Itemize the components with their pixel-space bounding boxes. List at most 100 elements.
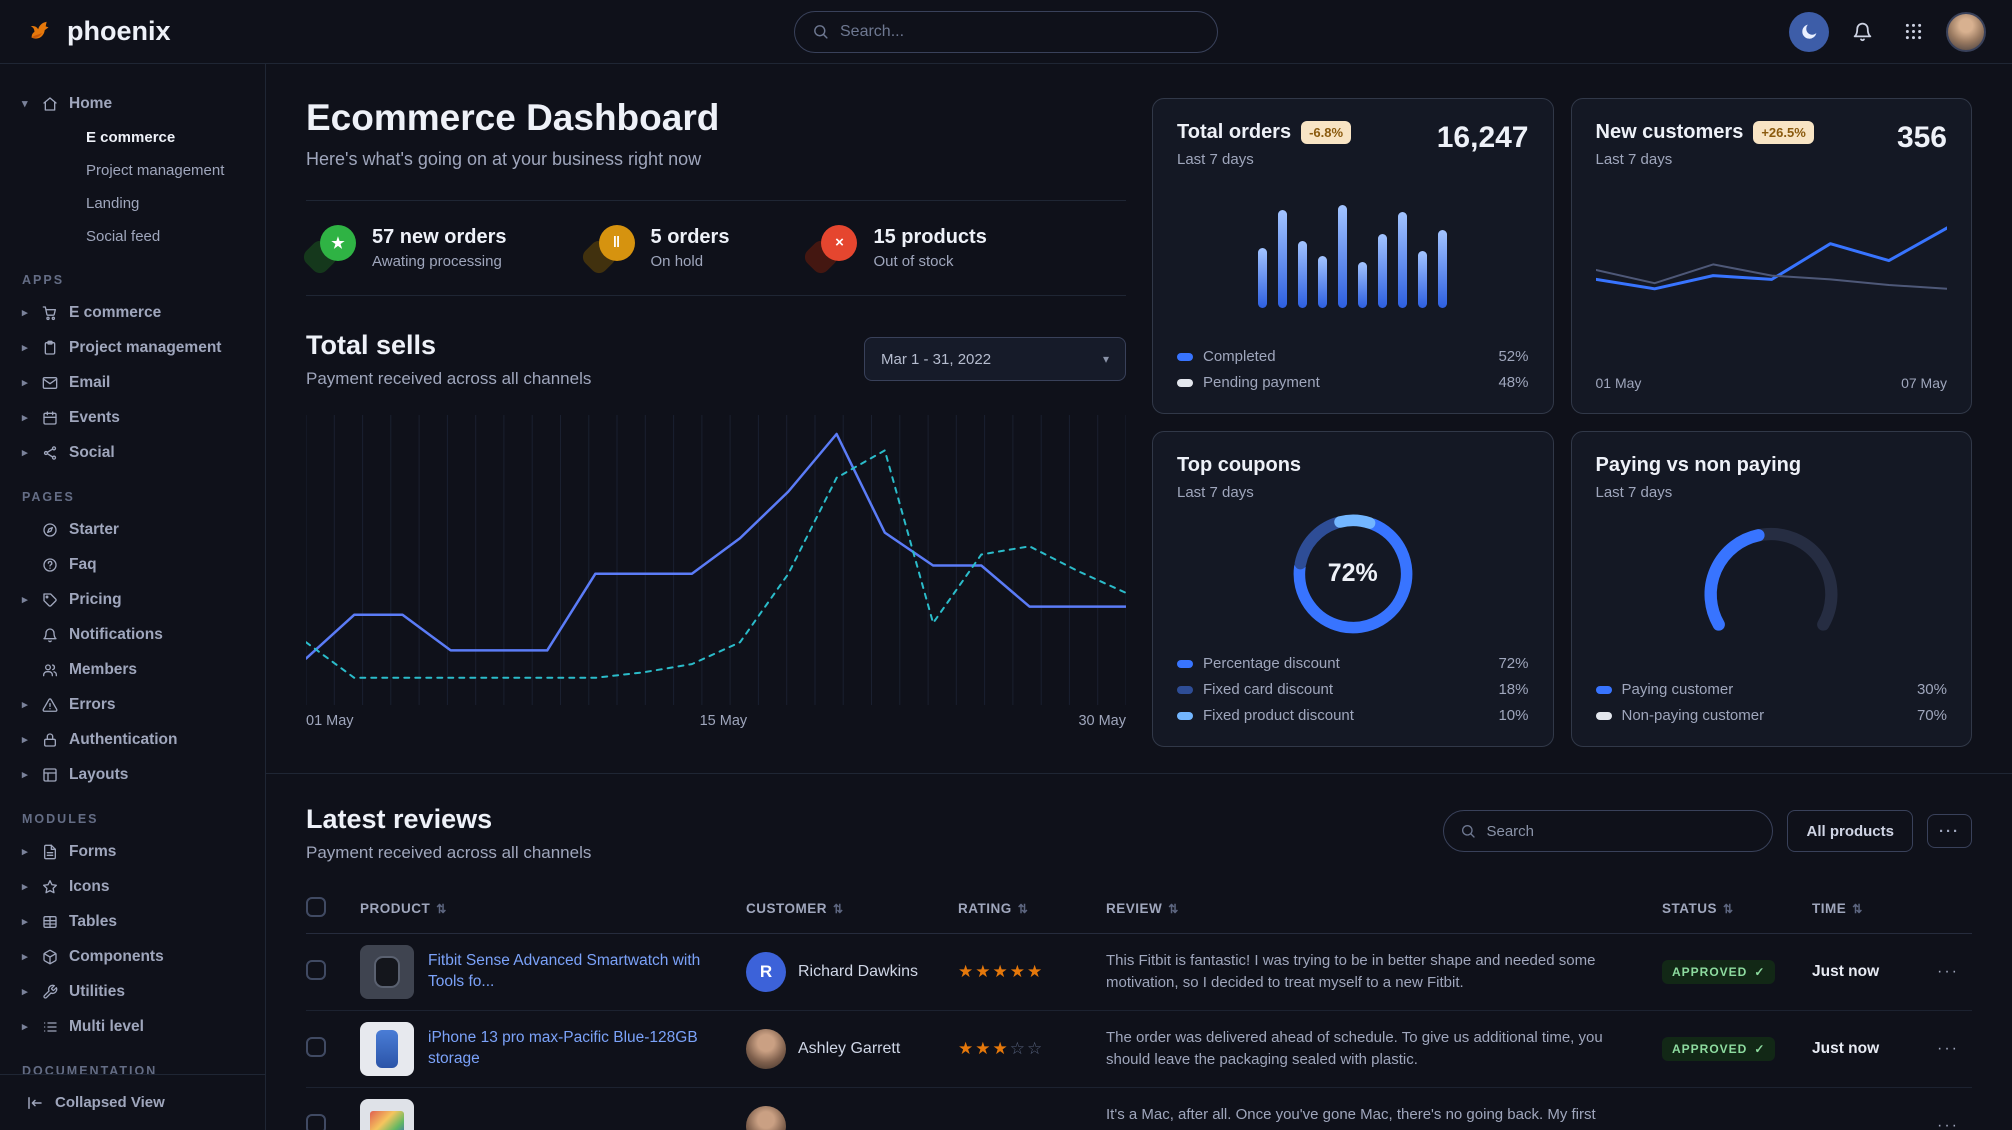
sidebar-item-social[interactable]: ▸ Social — [22, 435, 243, 470]
global-search-input[interactable] — [840, 22, 1200, 41]
sidebar-item-authentication[interactable]: ▸ Authentication — [22, 722, 243, 757]
customer-name[interactable]: Richard Dawkins — [798, 963, 919, 980]
sidebar-item-tables[interactable]: ▸ Tables — [22, 904, 243, 939]
chevron-right-icon: ▸ — [22, 986, 28, 998]
date-range-select[interactable]: Mar 1 - 31, 2022 ▾ — [864, 337, 1126, 382]
column-header-review[interactable]: REVIEW ⇅ — [1106, 901, 1179, 916]
sidebar-item-components[interactable]: ▸ Components — [22, 939, 243, 974]
chevron-right-icon: ▸ — [22, 594, 28, 606]
more-options-button[interactable]: ··· — [1927, 814, 1972, 848]
sidebar-subitem-e-commerce[interactable]: E commerce — [86, 129, 176, 146]
reviews-search[interactable] — [1443, 810, 1774, 852]
form-icon — [42, 844, 60, 860]
sidebar-item-email[interactable]: ▸ Email — [22, 365, 243, 400]
legend-value: 52% — [1498, 348, 1529, 365]
sidebar-item-label: Components — [69, 947, 164, 965]
x-tick: 01 May — [1595, 375, 1642, 391]
chevron-right-icon: ▸ — [22, 769, 28, 781]
stat-awating-processing: ★ 57 new orders Awating processing — [306, 224, 507, 271]
sidebar-item-home[interactable]: ▾ Home — [22, 86, 243, 121]
sidebar-item-forms[interactable]: ▸ Forms — [22, 834, 243, 869]
clipboard-icon — [42, 340, 60, 356]
share-icon — [42, 445, 60, 461]
sidebar-heading-modules: MODULES — [22, 812, 99, 826]
legend-value: 10% — [1498, 707, 1529, 724]
bar — [1258, 248, 1268, 308]
column-header-rating[interactable]: RATING ⇅ — [958, 901, 1029, 916]
column-header-status[interactable]: STATUS ⇅ — [1662, 901, 1734, 916]
dashboard-top-section: Ecommerce Dashboard Here's what's going … — [266, 64, 2012, 774]
sidebar-item-layouts[interactable]: ▸ Layouts — [22, 757, 243, 792]
x-tick: 07 May — [1901, 375, 1947, 391]
column-header-customer[interactable]: CUSTOMER ⇅ — [746, 901, 844, 916]
reviews-search-input[interactable] — [1486, 822, 1757, 840]
stat-label: Awating processing — [372, 252, 502, 270]
sidebar-item-e-commerce[interactable]: ▸ E commerce — [22, 295, 243, 330]
home-icon — [42, 96, 60, 112]
sidebar-item-starter[interactable]: ▸Starter — [22, 512, 243, 547]
card-period: Last 7 days — [1595, 151, 1673, 168]
legend-value: 18% — [1498, 681, 1529, 698]
grid-icon — [1905, 23, 1921, 40]
card-title: Paying vs non paying — [1595, 454, 1802, 476]
select-all-checkbox[interactable] — [306, 897, 326, 917]
lock-icon — [42, 732, 60, 748]
reviews-table-head: PRODUCT ⇅ CUSTOMER ⇅ RATING ⇅ REVIEW ⇅ STATU… — [306, 887, 1972, 934]
card-title: Top coupons — [1177, 454, 1302, 476]
stat-icon: ★ — [306, 224, 356, 271]
row-checkbox[interactable] — [306, 1036, 326, 1057]
help-icon — [42, 557, 60, 573]
all-products-button[interactable]: All products — [1787, 810, 1913, 852]
row-actions-button[interactable]: ··· — [1937, 963, 1959, 980]
column-header-time[interactable]: TIME ⇅ — [1812, 901, 1863, 916]
row-actions-button[interactable]: ··· — [1937, 1117, 1959, 1130]
sidebar-item-label: Layouts — [69, 765, 129, 783]
sort-icon: ⇅ — [1852, 901, 1863, 916]
chevron-right-icon: ▸ — [22, 734, 28, 746]
product-link[interactable]: iPhone 13 pro max-Pacific Blue-128GB sto… — [428, 1029, 698, 1067]
legend-label: Fixed card discount — [1203, 681, 1334, 698]
sidebar-item-project-management[interactable]: ▸ Project management — [22, 330, 243, 365]
row-actions-button[interactable]: ··· — [1937, 1040, 1959, 1057]
sidebar-item-events[interactable]: ▸ Events — [22, 400, 243, 435]
stat-cards-grid: Total orders -6.8% Last 7 days 16,247 Co… — [1152, 98, 1972, 747]
collapse-sidebar-button[interactable]: Collapsed View — [0, 1074, 265, 1130]
sidebar-item-label: Faq — [69, 555, 97, 573]
reviews-table-body: Fitbit Sense Advanced Smartwatch with To… — [306, 934, 1972, 1130]
row-checkbox[interactable] — [306, 959, 326, 980]
chevron-right-icon: ▸ — [22, 846, 28, 858]
sidebar-item-icons[interactable]: ▸ Icons — [22, 869, 243, 904]
sidebar-item-multi-level[interactable]: ▸ Multi level — [22, 1009, 243, 1044]
sidebar-item-errors[interactable]: ▸ Errors — [22, 687, 243, 722]
global-search[interactable] — [794, 10, 1218, 53]
sidebar-subitem-project-management[interactable]: Project management — [86, 162, 225, 179]
sidebar-subitem-social-feed[interactable]: Social feed — [86, 228, 161, 245]
notifications-button[interactable] — [1844, 14, 1880, 50]
sidebar-subitem-landing[interactable]: Landing — [86, 195, 140, 212]
sidebar-item-notifications[interactable]: ▸Notifications — [22, 617, 243, 652]
orders-legend: Completed 52% Pending payment 48% — [1177, 339, 1529, 391]
sidebar-item-pricing[interactable]: ▸ Pricing — [22, 582, 243, 617]
legend-value: 48% — [1498, 374, 1529, 391]
total-sells-x-axis: 01 May 15 May 30 May — [306, 713, 1126, 735]
bar — [1398, 212, 1408, 308]
row-checkbox[interactable] — [306, 1113, 326, 1130]
sidebar-item-utilities[interactable]: ▸ Utilities — [22, 974, 243, 1009]
stat-icon: ‖ — [585, 224, 635, 271]
theme-toggle-button[interactable] — [1789, 11, 1829, 52]
column-header-product[interactable]: PRODUCT ⇅ — [360, 901, 447, 916]
customer-name[interactable]: Ashley Garrett — [798, 1040, 901, 1057]
bar — [1358, 262, 1368, 308]
sidebar-item-faq[interactable]: ▸Faq — [22, 547, 243, 582]
page-title: Ecommerce Dashboard — [306, 97, 720, 138]
apps-menu-button[interactable] — [1895, 14, 1931, 50]
sidebar-item-members[interactable]: ▸Members — [22, 652, 243, 687]
main-content: Ecommerce Dashboard Here's what's going … — [266, 64, 2012, 1130]
product-link[interactable]: Fitbit Sense Advanced Smartwatch with To… — [428, 952, 701, 990]
total-orders-value: 16,247 — [1436, 121, 1529, 154]
customer-avatar: R — [746, 952, 786, 992]
legend-label: Non-paying customer — [1621, 707, 1765, 724]
brand-logo[interactable]: phoenix — [26, 16, 171, 47]
legend-value: 30% — [1916, 681, 1947, 698]
user-avatar[interactable] — [1946, 11, 1986, 52]
